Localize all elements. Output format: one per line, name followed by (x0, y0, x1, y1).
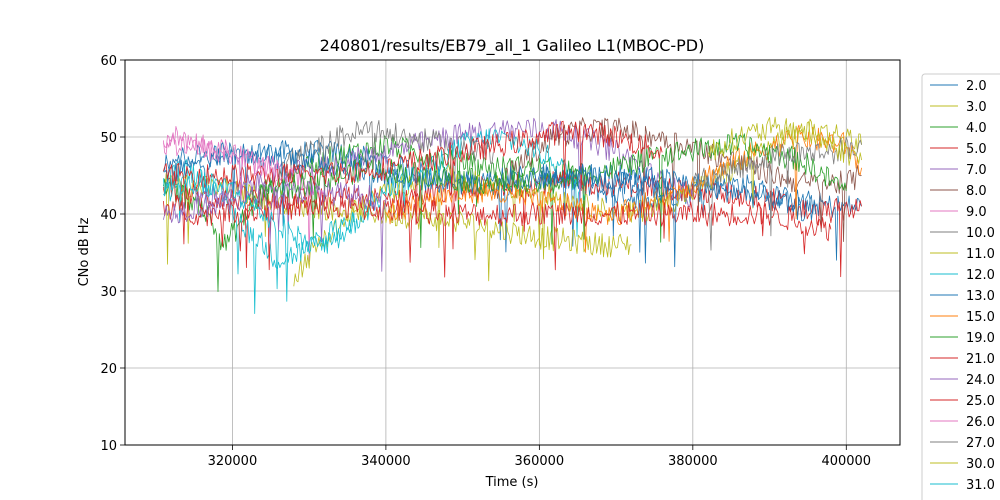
axis-ticks: 320000 340000 360000 380000 400000 10 20 30 40 50… (100, 54, 871, 469)
legend-label: 10.0 (966, 226, 995, 241)
legend-label: 9.0 (966, 205, 987, 220)
series-line-27-0 (692, 136, 862, 251)
legend-label: 27.0 (966, 436, 995, 451)
x-tick-label: 320000 (208, 454, 258, 469)
legend-label: 12.0 (966, 268, 995, 283)
y-tick-label: 60 (100, 54, 117, 69)
y-tick-label: 50 (100, 131, 117, 146)
legend-label: 21.0 (966, 352, 995, 367)
legend-label: 24.0 (966, 373, 995, 388)
x-tick-label: 360000 (515, 454, 565, 469)
plot-frame (124, 59, 901, 446)
legend-label: 3.0 (966, 100, 987, 115)
legend-label: 13.0 (966, 289, 995, 304)
series-line-19-0 (247, 132, 847, 249)
series-line-21-0 (163, 194, 832, 278)
y-tick-label: 20 (100, 362, 117, 377)
series-line-26-0 (163, 135, 279, 203)
x-tick-label: 400000 (821, 454, 871, 469)
series-line-31-0 (163, 171, 356, 302)
legend-label: 7.0 (966, 163, 987, 178)
series-line-33-0 (539, 163, 678, 268)
legend-entries: 2.0 3.0 4.0 5.0 7.0 8.0 9.0 10.0 11.0 12.0 13.0 15.… (930, 79, 995, 500)
legend-label: 8.0 (966, 184, 987, 199)
legend-label: 25.0 (966, 394, 995, 409)
series-lines (163, 116, 862, 315)
legend: 2.0 3.0 4.0 5.0 7.0 8.0 9.0 10.0 11.0 12.0 13.0 15.… (921, 73, 1000, 500)
series-line-25-0 (163, 120, 663, 225)
x-axis-label: Time (s) (485, 475, 539, 490)
x-tick-label: 340000 (361, 454, 411, 469)
legend-label: 5.0 (966, 142, 987, 157)
legend-label: 30.0 (966, 457, 995, 472)
legend-label: 4.0 (966, 121, 987, 136)
series-line-13-0 (163, 142, 816, 237)
legend-label: 11.0 (966, 247, 995, 262)
y-tick-label: 30 (100, 285, 117, 300)
series-line-24-0 (163, 180, 387, 272)
legend-label: 2.0 (966, 79, 987, 94)
legend-box (921, 73, 1000, 500)
y-axis-label: CNo dB Hz (77, 217, 92, 286)
legend-label: 19.0 (966, 331, 995, 346)
y-tick-label: 10 (100, 439, 117, 454)
series-line-30-0 (707, 116, 862, 166)
series-line-15-0 (385, 124, 862, 253)
series-line-4-0 (163, 134, 586, 293)
legend-label: 31.0 (966, 478, 995, 493)
x-tick-label: 380000 (668, 454, 718, 469)
legend-label: 26.0 (966, 415, 995, 430)
chart-title: 240801/results/EB79_all_1 Galileo L1(MBO… (320, 36, 705, 56)
legend-label: 15.0 (966, 310, 995, 325)
y-tick-label: 40 (100, 208, 117, 223)
